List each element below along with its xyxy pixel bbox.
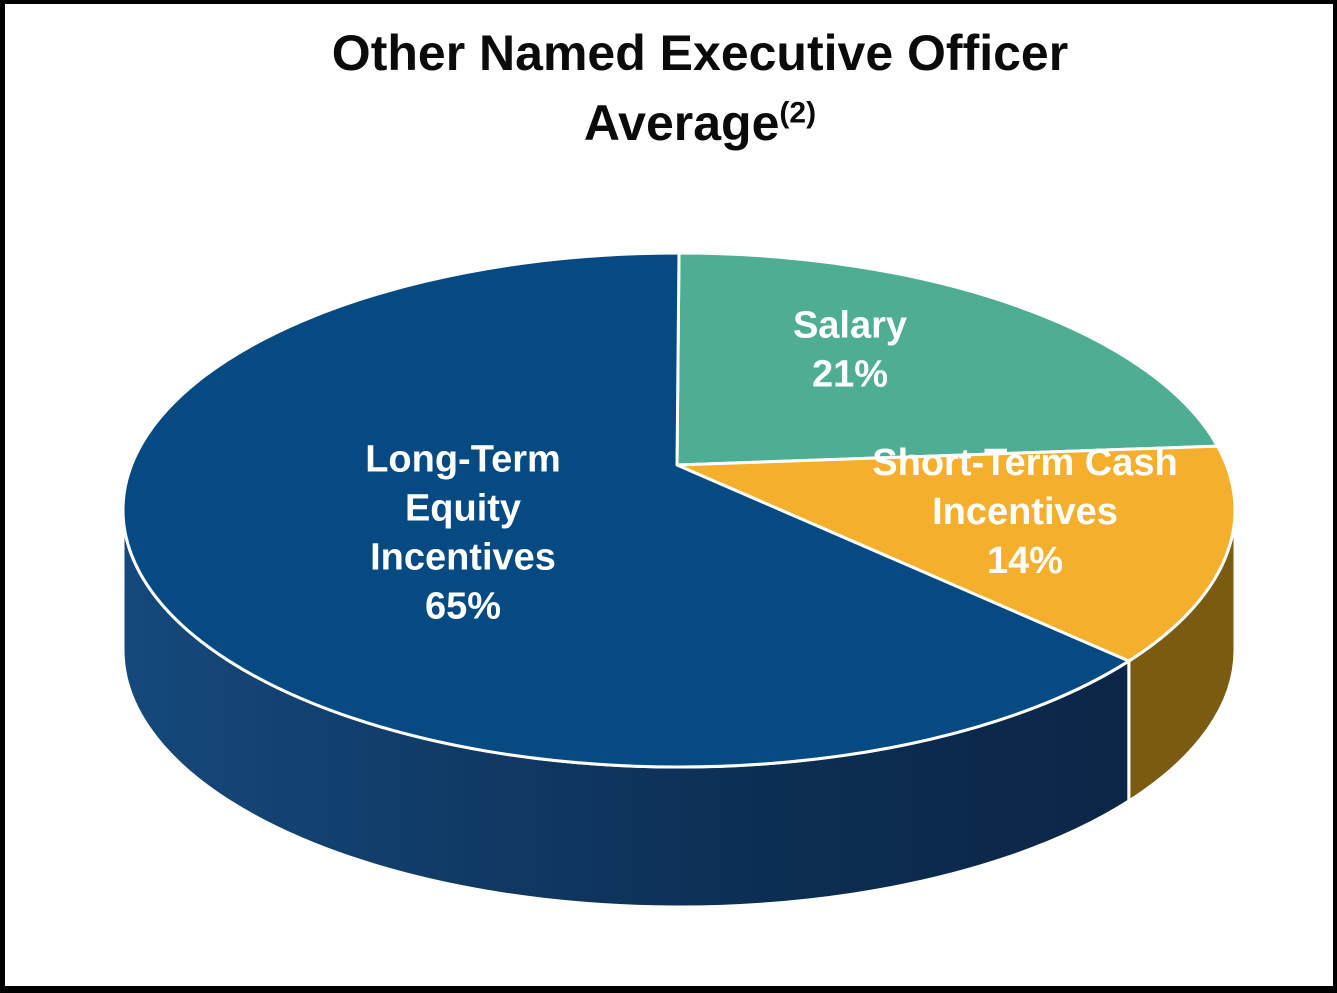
slice-label: Short-Term Cash Incentives 14% [872,442,1177,582]
chart-title-line2: Average(2) [332,88,1068,158]
pie-slice [675,251,1220,467]
pie-slice [675,444,1237,663]
pie-slice [121,251,1131,769]
chart-title-line2-base: Average [583,95,780,151]
chart-title-footnote-superscript: (2) [779,96,817,130]
chart-title: Other Named Executive Officer Average(2) [332,18,1068,158]
slice-label: Long-Term Equity Incentives 65% [365,439,561,628]
chart-title-line1: Other Named Executive Officer [331,25,1069,81]
slice-label: Salary 21% [793,305,907,396]
